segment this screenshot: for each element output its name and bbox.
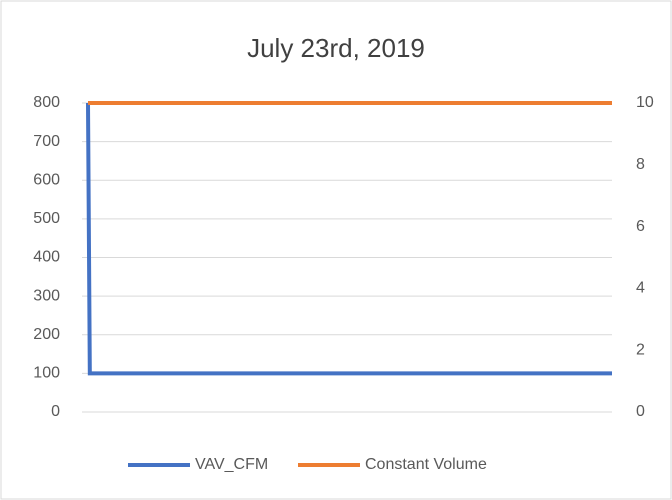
y2-tick-label: 8 [636,156,645,173]
y2-tick-label: 0 [636,403,645,420]
y2-tick-label: 2 [636,341,645,358]
y-tick-label: 800 [33,94,60,111]
y-tick-label: 500 [33,210,60,227]
y-tick-label: 0 [51,403,60,420]
y2-tick-label: 10 [636,94,654,111]
y2-tick-label: 6 [636,218,645,235]
chart-title: July 23rd, 2019 [247,33,425,63]
y2-tick-label: 4 [636,280,645,297]
y-tick-label: 400 [33,249,60,266]
y-tick-label: 700 [33,133,60,150]
line-series [86,102,612,376]
y-tick-label: 600 [33,171,60,188]
legend-label: VAV_CFM [195,456,268,473]
y-tick-label: 200 [33,326,60,343]
y-tick-label: 100 [33,365,60,382]
y-tick-label: 300 [33,287,60,304]
legend-label: Constant Volume [365,456,487,473]
